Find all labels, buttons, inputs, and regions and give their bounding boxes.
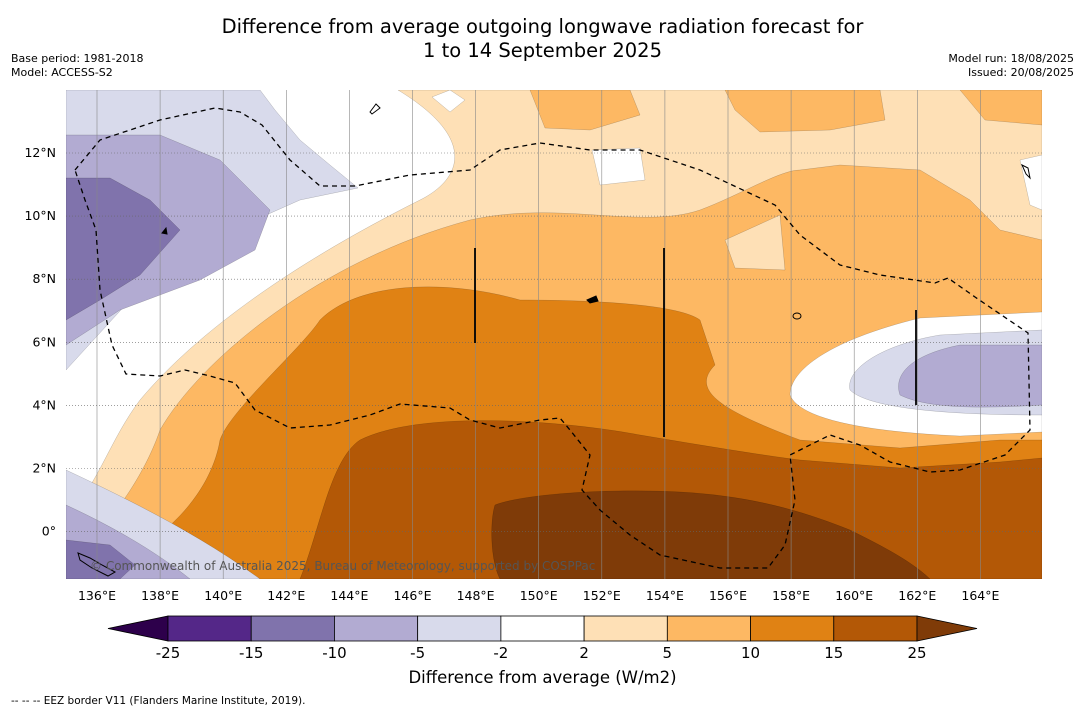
latitude-labels: 12°N 10°N 8°N 6°N 4°N 2°N 0° xyxy=(24,145,56,539)
copyright-notice: © Commonwealth of Australia 2025, Bureau… xyxy=(90,559,595,573)
colorbar-tick-label: 2 xyxy=(579,644,589,662)
longitude-label: 154°E xyxy=(646,588,684,603)
colorbar-under-arrow xyxy=(107,615,169,642)
colorbar-tick-label: 10 xyxy=(741,644,760,662)
island-outline xyxy=(586,295,599,304)
colorbar-tick-label: -5 xyxy=(410,644,425,662)
colorbar-tick-label: -15 xyxy=(239,644,264,662)
anomaly-region-minus15-minus10 xyxy=(66,539,136,579)
longitude-label: 146°E xyxy=(393,588,431,603)
island-outline xyxy=(161,226,168,235)
latitude-label: 8°N xyxy=(32,271,56,286)
longitude-label: 138°E xyxy=(141,588,179,603)
anomaly-region-neutral xyxy=(1019,154,1042,211)
colorbar-over-arrow xyxy=(916,615,978,642)
eez-border xyxy=(74,107,1031,569)
colorbar-bin xyxy=(666,615,751,642)
colorbar-bin xyxy=(250,615,335,642)
issued-date: Issued: 20/08/2025 xyxy=(967,66,1074,79)
colorbar-tick-label: 25 xyxy=(907,644,926,662)
colorbar-tick-label: 5 xyxy=(663,644,673,662)
title-line-1: Difference from average outgoing longwav… xyxy=(221,15,864,38)
latitude-label: 12°N xyxy=(24,145,56,160)
colorbar-bin xyxy=(167,615,252,642)
colorbar-bins xyxy=(107,615,978,642)
longitude-label: 160°E xyxy=(835,588,873,603)
map-area: © Commonwealth of Australia 2025, Bureau… xyxy=(66,90,1042,579)
colorbar-ticks: -25 -15 -10 -5 -2 2 5 10 15 25 xyxy=(156,644,927,662)
longitude-label: 162°E xyxy=(898,588,936,603)
latitude-label: 4°N xyxy=(32,397,56,412)
colorbar-bin xyxy=(583,615,668,642)
colorbar-bin xyxy=(750,615,835,642)
island-outline xyxy=(369,103,381,115)
island-outline xyxy=(77,552,117,577)
anomaly-region-neutral xyxy=(591,147,646,186)
meta-right: Model run: 18/08/2025 Issued: 20/08/2025 xyxy=(948,52,1074,80)
colorbar-tick-label: -10 xyxy=(322,644,347,662)
colorbar-tick-label: -25 xyxy=(156,644,181,662)
latitude-label: 0° xyxy=(42,524,56,539)
longitude-label: 156°E xyxy=(709,588,747,603)
latitude-label: 6°N xyxy=(32,334,56,349)
longitude-label: 148°E xyxy=(457,588,495,603)
colorbar-tick-label: 15 xyxy=(824,644,843,662)
longitude-labels: 136°E 138°E 140°E 142°E 144°E 146°E 148°E 150°E… xyxy=(78,588,1000,603)
footnote: -- -- -- EEZ border V11 (Flanders Marine… xyxy=(11,695,306,707)
meta-left: Base period: 1981-2018 Model: ACCESS-S2 xyxy=(11,52,143,80)
longitude-label: 150°E xyxy=(520,588,558,603)
longitude-label: 136°E xyxy=(78,588,116,603)
anomaly-region-minus10-minus5 xyxy=(898,344,1042,408)
longitude-label: 142°E xyxy=(267,588,305,603)
anomaly-region-5-10 xyxy=(724,90,886,133)
anomaly-region-over-25 xyxy=(491,490,931,579)
longitude-label: 144°E xyxy=(330,588,368,603)
title-line-2: 1 to 14 September 2025 xyxy=(423,39,662,62)
longitude-label: 164°E xyxy=(961,588,999,603)
anomaly-region-5-10 xyxy=(529,90,641,131)
latitude-label: 2°N xyxy=(32,461,56,476)
model-name: Model: ACCESS-S2 xyxy=(11,66,113,79)
anomaly-region-2-5 xyxy=(724,214,786,271)
island-outline xyxy=(1020,163,1031,180)
colorbar-bin xyxy=(833,615,918,642)
longitude-label: 152°E xyxy=(583,588,621,603)
anomaly-region-neutral xyxy=(431,90,466,113)
longitude-label: 158°E xyxy=(772,588,810,603)
colorbar-bin xyxy=(334,615,419,642)
island-outline xyxy=(792,312,802,320)
model-run: Model run: 18/08/2025 xyxy=(948,52,1074,65)
base-period: Base period: 1981-2018 xyxy=(11,52,144,65)
map-title: Difference from average outgoing longwav… xyxy=(0,15,1085,63)
graticule xyxy=(66,90,1042,579)
colorbar: -25 -15 -10 -5 -2 2 5 10 15 25 xyxy=(107,615,978,662)
islands xyxy=(77,103,1031,577)
colorbar-bin xyxy=(417,615,502,642)
latitude-label: 10°N xyxy=(24,208,56,223)
colorbar-label: Difference from average (W/m2) xyxy=(408,668,677,687)
colorbar-tick-label: -2 xyxy=(493,644,508,662)
colorbar-bin xyxy=(500,615,585,642)
longitude-label: 140°E xyxy=(204,588,242,603)
